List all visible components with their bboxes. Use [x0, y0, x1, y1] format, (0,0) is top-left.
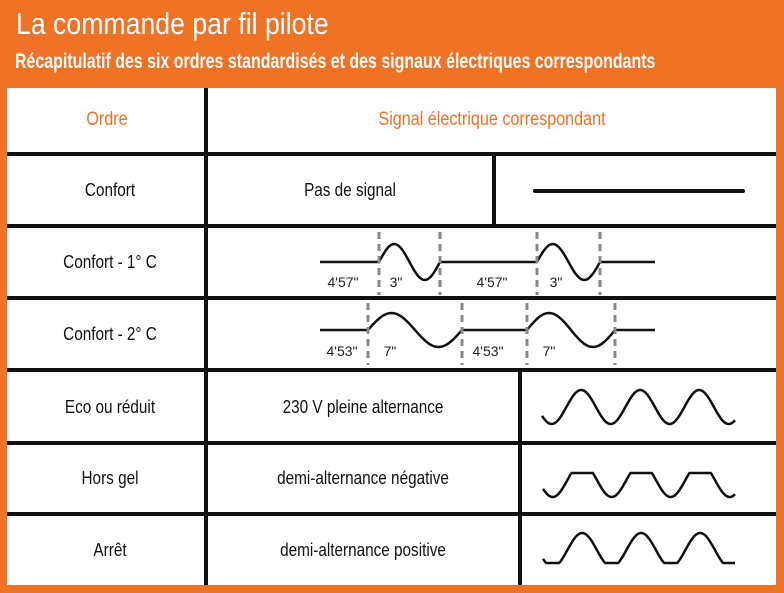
pulse-7s-waveform: [320, 311, 655, 349]
page-subtitle: Récapitulatif des six ordres standardisé…: [15, 50, 656, 73]
timing-markers: [366, 232, 617, 365]
signal-label: demi-alternance positive: [280, 540, 446, 560]
timing-label: 4'57": [476, 274, 507, 290]
order-confort-2: Confort - 2° C: [63, 324, 157, 344]
signal-label: 230 V pleine alternance: [282, 397, 444, 417]
pulse-3s-waveform: [320, 242, 655, 282]
order-eco: Eco ou réduit: [64, 397, 156, 417]
signal-label: demi-alternance négative: [277, 468, 449, 488]
signal-table: [7, 88, 776, 585]
order-arret: Arrêt: [93, 540, 127, 560]
order-confort: Confort: [84, 180, 136, 200]
timing-label: 4'53": [472, 343, 503, 359]
timing-label: 4'57": [327, 274, 358, 290]
negative-half-wave-waveform: [541, 471, 736, 499]
timing-labels: 4'57" 3" 4'57" 3" 4'53" 7" 4'53" 7": [326, 274, 562, 359]
order-hors-gel: Hors gel: [81, 468, 139, 488]
timing-label: 3": [550, 274, 563, 290]
header-order: Ordre: [86, 109, 128, 130]
table-grid: [7, 88, 776, 585]
timing-label: 4'53": [326, 343, 357, 359]
order-confort-1: Confort - 1° C: [63, 252, 157, 272]
signal-label: Pas de signal: [304, 180, 396, 200]
full-sine-waveform: [540, 388, 736, 426]
header-signal: Signal électrique correspondant: [378, 109, 606, 130]
waveforms: [320, 242, 736, 565]
timing-label: 3": [390, 274, 403, 290]
timing-label: 7": [384, 343, 397, 359]
page-title: La commande par fil pilote: [16, 6, 329, 41]
timing-label: 7": [543, 343, 556, 359]
positive-half-wave-waveform: [541, 531, 735, 565]
